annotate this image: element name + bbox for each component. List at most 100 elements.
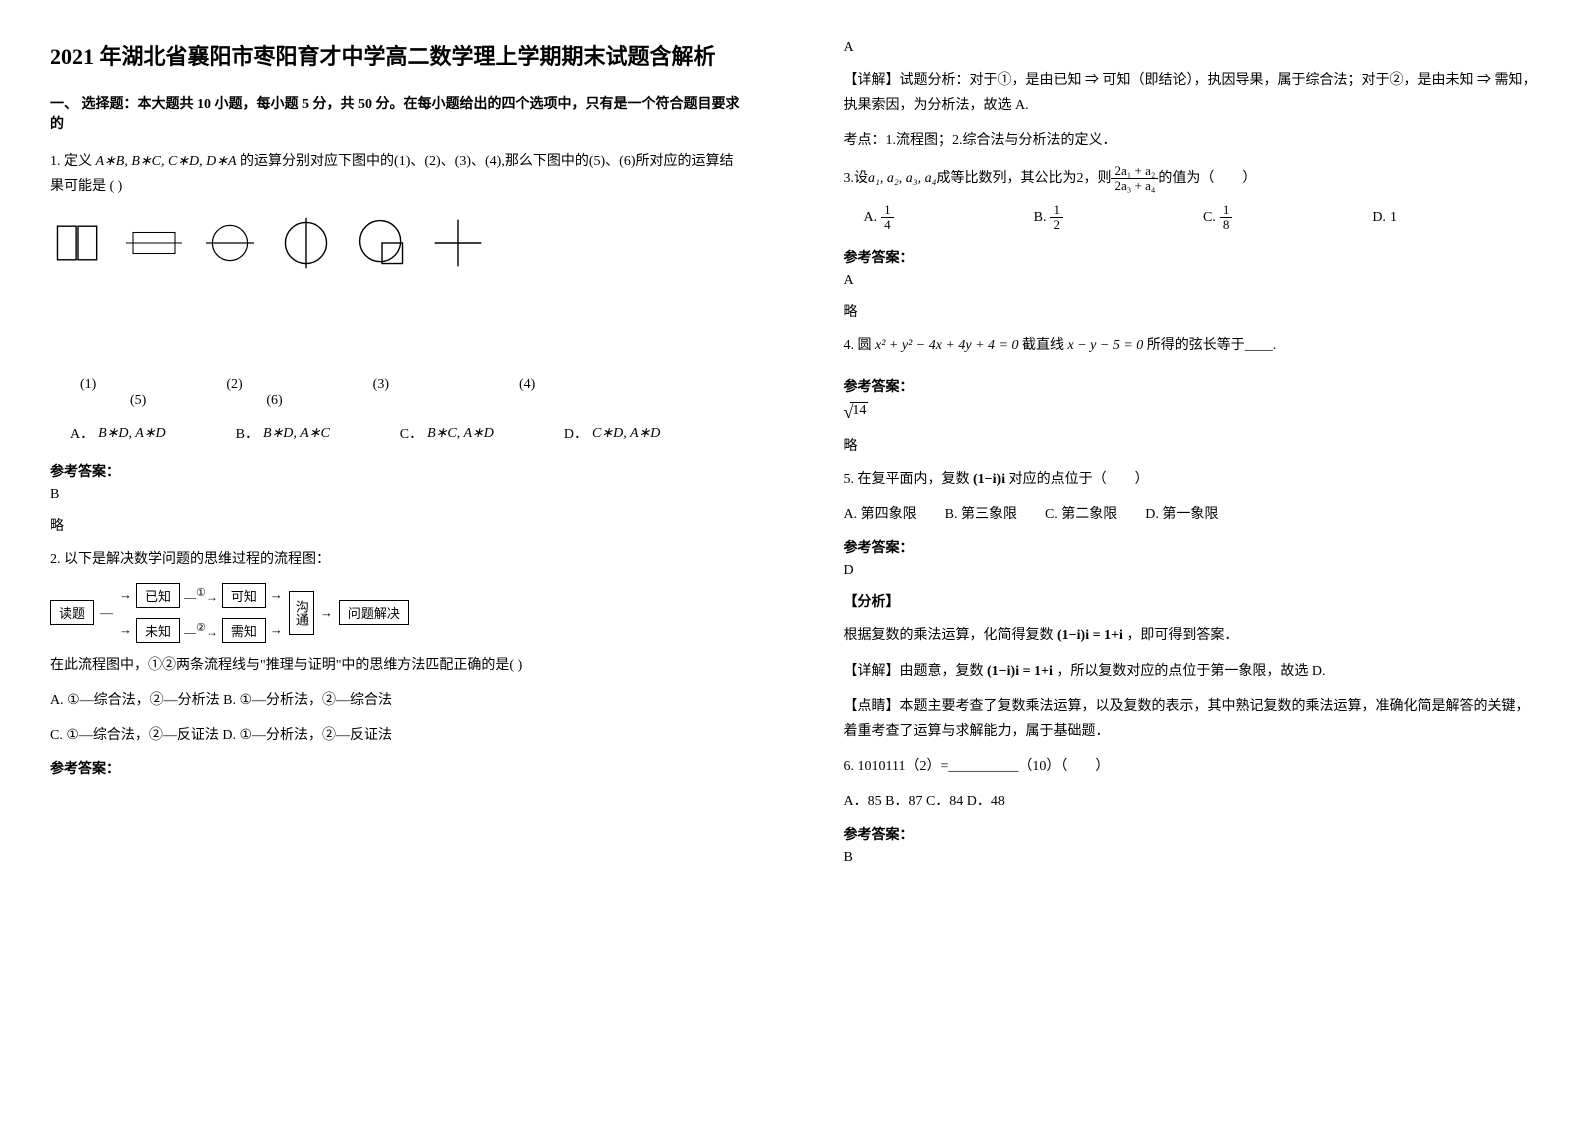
- q4-ans-label: 参考答案：: [844, 376, 1538, 396]
- flow-unknown: 未知: [136, 618, 180, 643]
- sqrt-icon: √14: [844, 402, 869, 423]
- q5-expr: (1−i)i: [973, 472, 1005, 487]
- lbl-4: (4): [519, 377, 535, 393]
- q3-opt-a: A. 14: [864, 203, 894, 233]
- q4-stem-b: 截直线: [1022, 338, 1068, 353]
- flow-split-icon: —: [100, 605, 113, 621]
- q5-eq2: (1−i)i = 1+i: [987, 664, 1053, 679]
- lbl-3: (3): [373, 377, 389, 393]
- q6-stem: 6. 1010111（2）=__________（10）（ ）: [844, 754, 1538, 779]
- q3-opt-b: B. 12: [1034, 203, 1063, 233]
- lbl-5: (5): [130, 393, 146, 409]
- q2-flowchart: 读题 — → 已知 —①→ 可知 → → 未知 —②→ 需知 → 沟通 → 问题…: [50, 583, 744, 643]
- q5-detail: 【详解】由题意，复数 (1−i)i = 1+i ，所以复数对应的点位于第一象限，…: [844, 659, 1538, 684]
- q3: 3. 设 a₁, a₂, a₃, a₄ 成等比数列，其公比为2，则 2a₁ + …: [844, 164, 1538, 194]
- flow-mid-col: → 已知 —①→ 可知 → → 未知 —②→ 需知 →: [119, 583, 283, 643]
- q3-fraction: 2a₁ + a₂ 2a₃ + a₄: [1111, 164, 1158, 194]
- q5-analysis-a: 根据复数的乘法运算，化简得复数: [844, 628, 1054, 643]
- opt-c-label: C．: [400, 423, 423, 443]
- q1-opt-a: B∗D, A∗D: [98, 425, 166, 442]
- q3-frac-den: 2a₃ + a₄: [1111, 179, 1158, 193]
- arrow-icon: →: [320, 605, 333, 621]
- q1-opt-b: B∗D, A∗C: [263, 425, 330, 442]
- q5-analysis-b: ，即可得到答案．: [1126, 628, 1238, 643]
- q2-opts-2: C. ①—综合法，②—反证法 D. ①—分析法，②—反证法: [50, 723, 744, 748]
- flow-known: 已知: [136, 583, 180, 608]
- q4-stem-a: 4. 圆: [844, 338, 876, 353]
- q1-stem-a: 1. 定义: [50, 154, 96, 169]
- q3-frac-num: 2a₁ + a₂: [1111, 164, 1158, 179]
- shape-3-circle-hline: [202, 215, 258, 271]
- lbl-2: (2): [226, 377, 242, 393]
- q3-stem-c: 成等比数列，其公比为2，则: [936, 166, 1111, 191]
- shape-2-rect-hline: [126, 215, 182, 271]
- q4-stem-c: 所得的弦长等于____.: [1147, 338, 1277, 353]
- q2-opts-1: A. ①—综合法，②—分析法 B. ①—分析法，②—综合法: [50, 688, 744, 713]
- q1: 1. 定义 A∗B, B∗C, C∗D, D∗A 的运算分别对应下图中的(1)、…: [50, 149, 744, 199]
- doc-title: 2021 年湖北省襄阳市枣阳育才中学高二数学理上学期期末试题含解析: [50, 40, 744, 73]
- flow-need: 需知: [222, 618, 266, 643]
- arrow-1: —①→: [184, 586, 218, 605]
- q3-omit: 略: [844, 301, 1538, 321]
- shape-6-cross: [430, 215, 486, 271]
- left-column: 2021 年湖北省襄阳市枣阳育才中学高二数学理上学期期末试题含解析 一、 选择题…: [0, 0, 794, 1122]
- q3-stem-b: 设: [854, 166, 868, 191]
- q1-omit: 略: [50, 515, 744, 535]
- q1-answer: B: [50, 487, 744, 503]
- q3-stem-d: 的值为（ ）: [1158, 166, 1256, 191]
- q4-omit: 略: [844, 435, 1538, 455]
- q2-detail: 【详解】试题分析：对于①，是由已知 ⇒ 可知（即结论），执因导果，属于综合法；对…: [844, 68, 1538, 118]
- q3-answer: A: [844, 273, 1538, 289]
- q3-opt-c: C. 18: [1203, 203, 1232, 233]
- q5-eq: (1−i)i = 1+i: [1057, 628, 1123, 643]
- q5: 5. 在复平面内，复数 (1−i)i 对应的点位于（ ）: [844, 467, 1538, 492]
- q3-num: 3.: [844, 166, 855, 191]
- section-1-heading: 一、 选择题：本大题共 10 小题，每小题 5 分，共 50 分。在每小题给出的…: [50, 93, 744, 133]
- shape-5-circle-square: [354, 215, 410, 271]
- q4-eq2: x − y − 5 = 0: [1068, 338, 1144, 353]
- flow-read: 读题: [50, 600, 94, 625]
- flow-comm: 沟通: [289, 591, 314, 635]
- q1-shapes-row: [50, 215, 744, 271]
- q5-opts: A. 第四象限 B. 第三象限 C. 第二象限 D. 第一象限: [844, 502, 1538, 527]
- shape-4-circle-vline: [278, 215, 334, 271]
- flow-can: 可知: [222, 583, 266, 608]
- q3-ans-label: 参考答案：: [844, 247, 1538, 267]
- imply-icon: ⇒: [1085, 73, 1099, 88]
- q2-detail-a: 【详解】试题分析：对于①，是由已知: [844, 73, 1082, 88]
- q6-answer: B: [844, 850, 1538, 866]
- q5-point: 【点睛】本题主要考查了复数乘法运算，以及复数的表示，其中熟记复数的乘法运算，准确…: [844, 694, 1538, 744]
- arrow-icon: →: [119, 622, 132, 638]
- lbl-1: (1): [80, 377, 96, 393]
- q1-options: A．B∗D, A∗D B．B∗D, A∗C C．B∗C, A∗D D．C∗D, …: [70, 423, 744, 443]
- q2-detail-b: 可知（即结论），执因导果，属于综合法；对于②，是由未知: [1103, 73, 1474, 88]
- arrow-icon: →: [270, 622, 283, 638]
- arrow-2: —②→: [184, 621, 218, 640]
- q5-stem-a: 5. 在复平面内，复数: [844, 472, 970, 487]
- opt-d-label: D．: [564, 423, 588, 443]
- arrow-icon: →: [119, 587, 132, 603]
- opt-b-label: B．: [236, 423, 259, 443]
- q1-opt-d: C∗D, A∗D: [592, 425, 660, 442]
- imply-icon: ⇒: [1477, 73, 1491, 88]
- q2-point: 考点：1.流程图；2.综合法与分析法的定义．: [844, 128, 1538, 153]
- right-column: A 【详解】试题分析：对于①，是由已知 ⇒ 可知（即结论），执因导果，属于综合法…: [794, 0, 1587, 1122]
- q3-seq: a₁, a₂, a₃, a₄: [868, 166, 936, 191]
- q2-answer: A: [844, 40, 1538, 56]
- q3-opt-d: D. 1: [1372, 203, 1397, 233]
- q5-stem-b: 对应的点位于（ ）: [1009, 472, 1149, 487]
- q5-detail-a: 【详解】由题意，复数: [844, 664, 984, 679]
- q3-options: A. 14 B. 12 C. 18 D. 1: [864, 203, 1538, 233]
- q5-ans-label: 参考答案：: [844, 537, 1538, 557]
- q2-ans-label: 参考答案：: [50, 758, 744, 778]
- lbl-6: (6): [266, 393, 282, 409]
- q6-opts: A．85 B．87 C．84 D．48: [844, 789, 1538, 814]
- shape-1-two-squares: [50, 215, 106, 271]
- q5-analysis-label: 【分析】: [844, 591, 1538, 611]
- q1-labels-row1: (1) (2) (3) (4): [80, 377, 744, 393]
- q6-ans-label: 参考答案：: [844, 824, 1538, 844]
- q4: 4. 圆 x² + y² − 4x + 4y + 4 = 0 截直线 x − y…: [844, 333, 1538, 358]
- q5-analysis: 根据复数的乘法运算，化简得复数 (1−i)i = 1+i ，即可得到答案．: [844, 623, 1538, 648]
- q1-expr: A∗B, B∗C, C∗D, D∗A: [96, 154, 237, 169]
- q4-eq1: x² + y² − 4x + 4y + 4 = 0: [875, 338, 1019, 353]
